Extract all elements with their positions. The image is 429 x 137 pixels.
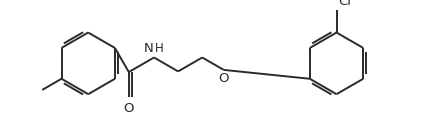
Text: N: N — [143, 42, 153, 55]
Text: H: H — [155, 42, 164, 55]
Text: Cl: Cl — [338, 0, 352, 8]
Text: O: O — [124, 102, 134, 115]
Text: O: O — [218, 72, 229, 85]
